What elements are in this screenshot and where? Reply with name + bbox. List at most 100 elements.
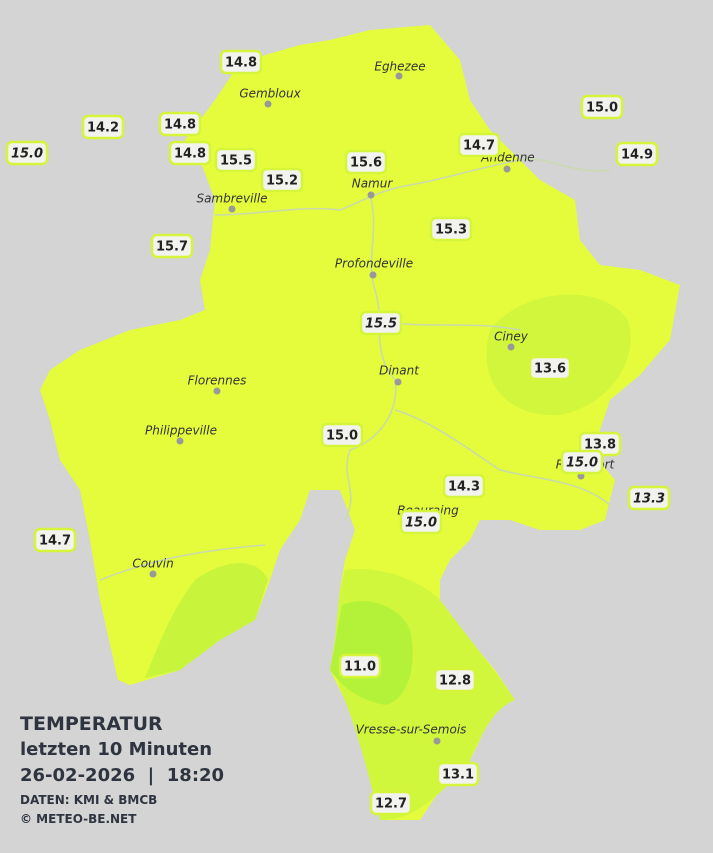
station: 15.5 <box>359 310 403 336</box>
station: 14.8 <box>158 111 202 137</box>
station-box <box>627 485 671 511</box>
station-value: 14.8 <box>164 118 196 133</box>
station-box <box>33 527 77 553</box>
station: 13.1 <box>436 761 480 787</box>
station-value: 14.7 <box>39 534 71 549</box>
river <box>394 409 611 506</box>
station: 15.0 <box>560 449 604 475</box>
station-box <box>369 790 413 816</box>
station-box <box>560 449 604 475</box>
station-value: 13.6 <box>534 362 566 377</box>
town-label: Gembloux <box>239 87 301 101</box>
station-box <box>81 114 125 140</box>
station: 14.3 <box>442 473 486 499</box>
station: 11.0 <box>338 653 382 679</box>
town-dot <box>395 72 403 80</box>
station: 14.7 <box>33 527 77 553</box>
station-box <box>429 216 473 242</box>
station-value: 14.9 <box>621 148 653 163</box>
station: 15.0 <box>580 94 624 120</box>
station: 13.6 <box>528 355 572 381</box>
town-label: Philippeville <box>145 424 217 438</box>
station: 15.6 <box>344 149 388 175</box>
town-dot <box>507 343 515 351</box>
station-value: 15.2 <box>266 174 298 189</box>
river <box>344 194 397 521</box>
station-value: 15.0 <box>566 456 598 471</box>
town-label: Couvin <box>132 557 173 571</box>
station: 13.8 <box>578 431 622 457</box>
legend-copyright: © METEO-BE.NET <box>20 812 137 826</box>
station-box <box>457 132 501 158</box>
town-dot <box>176 437 184 445</box>
station: 14.9 <box>615 141 659 167</box>
legend-source: DATEN: KMI & BMCB <box>20 793 157 807</box>
station: 15.0 <box>320 422 364 448</box>
station: 15.2 <box>260 167 304 193</box>
cold-zone <box>330 601 413 705</box>
station-box <box>5 140 49 166</box>
station-value: 15.0 <box>11 147 43 162</box>
station-box <box>580 94 624 120</box>
town-dot <box>264 100 272 108</box>
town-dot <box>149 570 157 578</box>
station: 15.3 <box>429 216 473 242</box>
station-box <box>320 422 364 448</box>
town-dot <box>367 191 375 199</box>
station-box <box>344 149 388 175</box>
station-box <box>168 140 212 166</box>
station-value: 15.0 <box>405 516 437 531</box>
station-value: 14.8 <box>225 56 257 71</box>
station: 15.0 <box>5 140 49 166</box>
station-box <box>214 147 258 173</box>
town-dot <box>503 165 511 173</box>
river <box>214 158 611 216</box>
station: 12.7 <box>369 790 413 816</box>
town-label: Dinant <box>379 364 420 378</box>
station-box <box>359 310 403 336</box>
station-box <box>615 141 659 167</box>
station: 15.0 <box>399 509 443 535</box>
station-box <box>528 355 572 381</box>
town-dot <box>213 387 221 395</box>
station-value: 15.7 <box>156 240 188 255</box>
station-value: 13.8 <box>584 438 616 453</box>
station: 15.7 <box>150 233 194 259</box>
town-label: Profondeville <box>335 257 413 271</box>
station-box <box>433 667 477 693</box>
town-label: Ciney <box>494 330 529 344</box>
town-label: Namur <box>352 177 394 191</box>
legend-title: TEMPERATUR <box>20 713 163 735</box>
station-value: 13.3 <box>633 492 665 507</box>
town-dot <box>228 205 236 213</box>
station: 13.3 <box>627 485 671 511</box>
station-value: 15.5 <box>220 154 252 169</box>
cool-zone <box>145 563 268 678</box>
station-box <box>260 167 304 193</box>
station-value: 11.0 <box>344 660 376 675</box>
station: 14.2 <box>81 114 125 140</box>
station-value: 14.7 <box>463 139 495 154</box>
station: 12.8 <box>433 667 477 693</box>
station-box <box>150 233 194 259</box>
station-value: 15.0 <box>326 429 358 444</box>
station-value: 14.3 <box>448 480 480 495</box>
town-label: Eghezee <box>374 60 425 74</box>
town-label: Sambreville <box>196 192 267 206</box>
station-value: 15.5 <box>365 317 397 332</box>
station-value: 12.7 <box>375 797 407 812</box>
town-label: Florennes <box>188 374 247 388</box>
legend-datetime: 26-02-2026 | 18:20 <box>20 765 224 786</box>
station: 14.8 <box>219 49 263 75</box>
station-value: 13.1 <box>442 768 474 783</box>
station-box <box>219 49 263 75</box>
station-box <box>338 653 382 679</box>
station-value: 14.2 <box>87 121 119 136</box>
station-value: 15.0 <box>586 101 618 116</box>
town-dot <box>369 271 377 279</box>
station: 15.5 <box>214 147 258 173</box>
river <box>99 544 266 581</box>
legend-period: letzten 10 Minuten <box>20 739 212 760</box>
station-value: 14.8 <box>174 147 206 162</box>
